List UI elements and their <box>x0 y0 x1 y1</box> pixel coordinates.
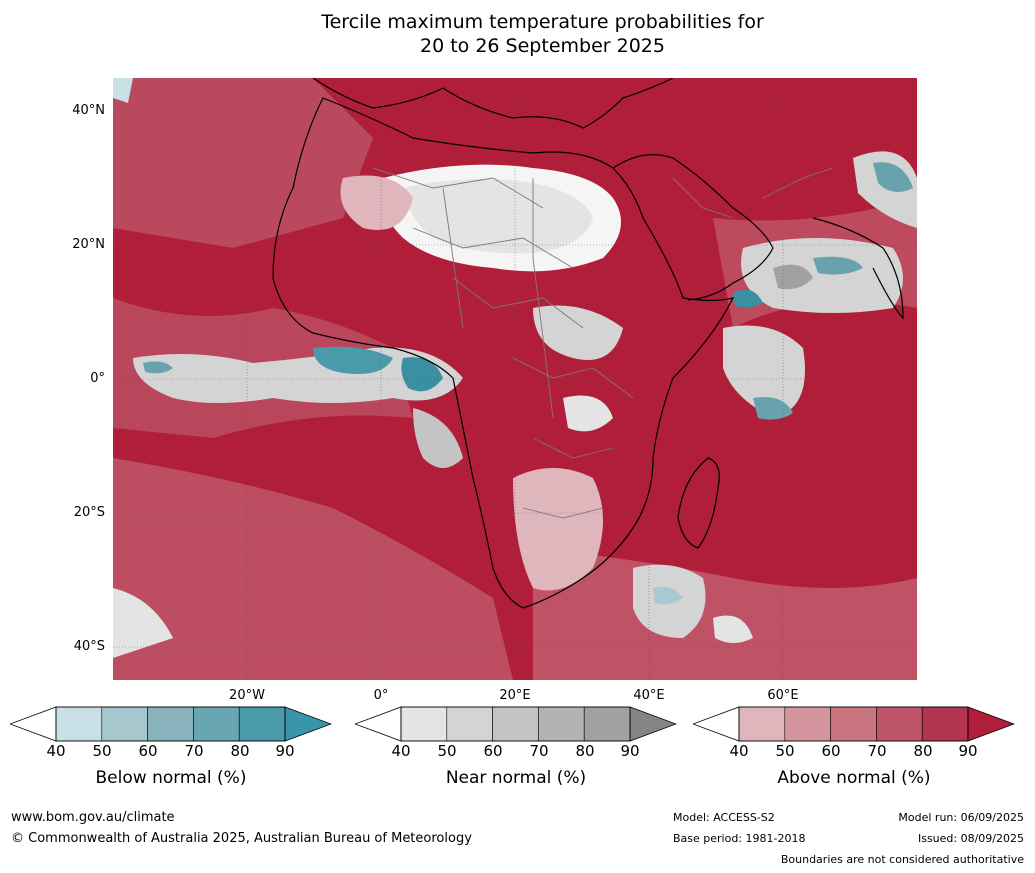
colorbar-near-swatch <box>583 706 631 742</box>
colorbar-below-tick: 60 <box>138 742 158 760</box>
map-title: Tercile maximum temperature probabilitie… <box>0 10 1035 58</box>
colorbar-below-swatch <box>238 706 286 742</box>
colorbar-below <box>10 706 332 742</box>
colorbar-below-tick: 70 <box>184 742 204 760</box>
colorbar-below-swatch <box>147 706 194 742</box>
colorbar-above-tick: 60 <box>821 742 841 760</box>
colorbar-above-swatch <box>830 706 877 742</box>
colorbar-below-tick: 80 <box>230 742 250 760</box>
colorbar-near-label: Near normal (%) <box>445 768 587 788</box>
colorbar-below-swatches <box>55 706 286 742</box>
issued-text: Issued: 08/09/2025 <box>917 832 1024 845</box>
colorbar-above-swatch <box>876 706 923 742</box>
colorbar-near-tick: 50 <box>437 742 457 760</box>
colorbar-near-tick: 70 <box>529 742 549 760</box>
lon-label-20w: 20°W <box>229 688 265 703</box>
colorbar-above-tick: 50 <box>775 742 795 760</box>
colorbar-near-swatch <box>446 706 493 742</box>
colorbar-above <box>693 706 1015 742</box>
colorbar-below-tick: 90 <box>275 742 295 760</box>
lon-label-40e: 40°E <box>633 688 665 703</box>
title-line-1: Tercile maximum temperature probabilitie… <box>321 11 764 33</box>
colorbar-below-tick: 40 <box>46 742 66 760</box>
probability-map <box>113 78 917 680</box>
colorbar-near-swatch <box>492 706 539 742</box>
copyright-text: © Commonwealth of Australia 2025, Austra… <box>11 831 472 846</box>
disclaimer-text: Boundaries are not considered authoritat… <box>780 853 1024 866</box>
colorbar-above-swatch <box>738 706 786 742</box>
title-line-2: 20 to 26 September 2025 <box>420 35 665 57</box>
lat-label-20n: 20°N <box>72 237 105 252</box>
map-graphic <box>113 78 917 680</box>
website-link[interactable]: www.bom.gov.au/climate <box>11 810 175 825</box>
colorbar-above-swatch <box>921 706 969 742</box>
lon-label-0: 0° <box>373 688 389 703</box>
model-text: Model: ACCESS-S2 <box>673 811 775 824</box>
colorbar-near <box>355 706 677 742</box>
colorbar-above-tick: 90 <box>958 742 978 760</box>
lon-label-20e: 20°E <box>499 688 531 703</box>
lon-label-60e: 60°E <box>767 688 799 703</box>
colorbar-above-tick: 40 <box>729 742 749 760</box>
colorbar-below-tick: 50 <box>92 742 112 760</box>
colorbar-above-tick: 80 <box>913 742 933 760</box>
colorbar-near-tick: 40 <box>391 742 411 760</box>
colorbar-near-tick: 60 <box>483 742 503 760</box>
base-period-text: Base period: 1981-2018 <box>673 832 806 845</box>
colorbar-near-tick: 90 <box>620 742 640 760</box>
colorbar-below-swatch <box>55 706 103 742</box>
colorbar-near-swatch <box>538 706 585 742</box>
lat-label-40s: 40°S <box>73 639 105 654</box>
colorbar-near-swatches <box>400 706 631 742</box>
colorbar-above-tick: 70 <box>867 742 887 760</box>
lat-label-20s: 20°S <box>73 505 105 520</box>
colorbar-near-swatch <box>400 706 448 742</box>
colorbar-above-swatches <box>738 706 969 742</box>
colorbar-above-swatch <box>784 706 831 742</box>
model-run-text: Model run: 06/09/2025 <box>898 811 1024 824</box>
colorbar-below-swatch <box>101 706 148 742</box>
lat-label-40n: 40°N <box>72 103 105 118</box>
colorbar-above-label: Above normal (%) <box>777 768 931 788</box>
colorbar-below-label: Below normal (%) <box>95 768 247 788</box>
colorbar-below-swatch <box>193 706 240 742</box>
colorbar-near-tick: 80 <box>575 742 595 760</box>
lat-label-0: 0° <box>90 371 105 386</box>
